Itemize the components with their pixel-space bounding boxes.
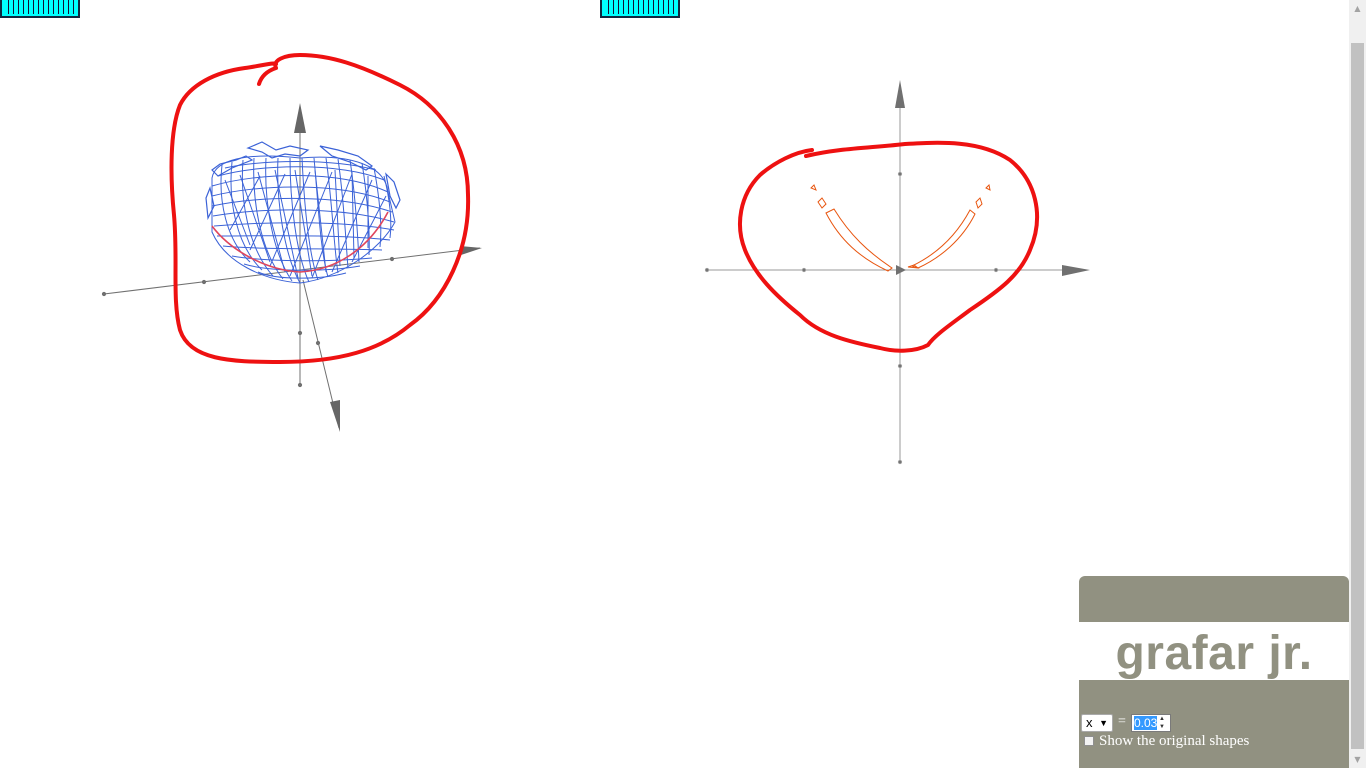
axes-3d xyxy=(101,103,482,432)
slice-value-input[interactable]: 0.03 ▲ ▼ xyxy=(1131,714,1171,732)
axis-select-value: x xyxy=(1086,715,1093,730)
arrow-down-icon[interactable]: ▼ xyxy=(1354,755,1361,764)
spinner-icon[interactable]: ▲ ▼ xyxy=(1159,716,1165,730)
axis-select[interactable]: x ▼ xyxy=(1081,714,1113,732)
surface-highlight xyxy=(211,211,389,273)
vertical-scrollbar[interactable]: ▲ ▼ xyxy=(1349,0,1366,768)
annotation-circle-right xyxy=(738,140,1039,353)
arrow-up-icon[interactable]: ▲ xyxy=(1354,4,1361,13)
app-logo: grafar jr. xyxy=(1115,627,1313,680)
show-original-checkbox[interactable] xyxy=(1084,736,1094,746)
triangle-down-icon: ▼ xyxy=(1099,718,1108,728)
control-panel: grafar jr. x ▼ = 0.03 ▲ ▼ Show the origin… xyxy=(1079,576,1349,768)
annotation-circle-left xyxy=(169,53,471,364)
stats-widget[interactable] xyxy=(600,0,680,18)
view-2d[interactable] xyxy=(600,0,1100,480)
equals-sign: = xyxy=(1118,714,1126,729)
slice-value-text: 0.03 xyxy=(1134,716,1158,730)
show-original-label: Show the original shapes xyxy=(1099,733,1250,749)
stats-widget[interactable] xyxy=(0,0,80,18)
section-curves xyxy=(810,183,991,272)
stats-graph xyxy=(604,0,676,14)
axes-2d xyxy=(704,80,1090,465)
view-3d[interactable] xyxy=(0,0,600,470)
surface-top-fragments xyxy=(205,141,401,221)
scrollbar-thumb[interactable] xyxy=(1351,43,1364,749)
stats-graph xyxy=(4,0,76,14)
surface-mesh xyxy=(211,155,396,284)
logo-band: grafar jr. xyxy=(1079,622,1349,680)
